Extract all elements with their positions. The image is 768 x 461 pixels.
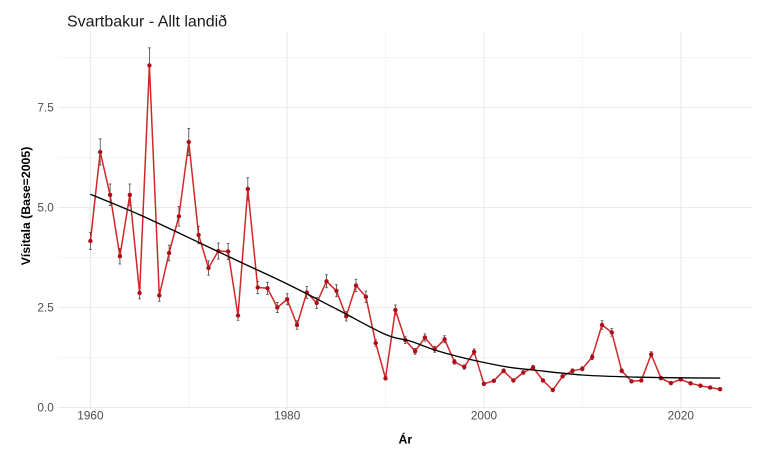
svg-text:0.0: 0.0 [37,401,54,415]
svg-text:2020: 2020 [668,409,695,423]
svg-text:Vísitala (Base=2005): Vísitala (Base=2005) [19,147,33,266]
svg-text:2.5: 2.5 [37,301,54,315]
svg-text:Svartbakur - Allt landið: Svartbakur - Allt landið [67,14,227,31]
svg-text:1980: 1980 [274,409,301,423]
svg-text:Ár: Ár [398,432,412,447]
svg-text:2000: 2000 [471,409,498,423]
svg-text:5.0: 5.0 [37,201,54,215]
svg-text:1960: 1960 [77,409,104,423]
svg-text:7.5: 7.5 [37,101,54,115]
